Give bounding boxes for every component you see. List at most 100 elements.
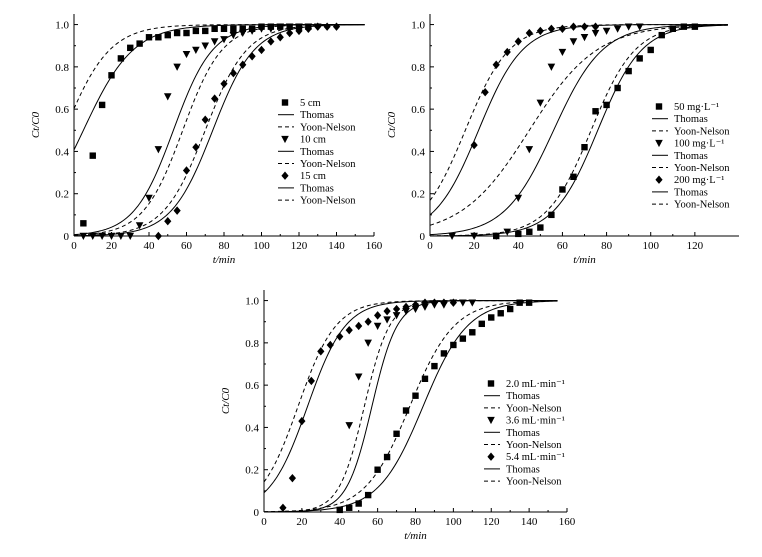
data-point-series-0 <box>559 186 566 193</box>
data-point-series-0 <box>220 25 228 32</box>
legend-marker <box>281 171 289 180</box>
data-point-series-2 <box>295 26 303 36</box>
data-point-series-0 <box>488 314 495 321</box>
data-point-series-2 <box>304 24 312 33</box>
data-point-series-0 <box>515 230 522 238</box>
data-point-series-0 <box>647 46 654 54</box>
legend-label-thomas: Thomas <box>674 114 708 125</box>
y-axis-title: Ct/C0 <box>386 111 398 138</box>
data-point-series-0 <box>526 228 533 235</box>
legend-label-yoon-nelson: Yoon-Nelson <box>506 477 562 488</box>
x-axis-title: t/min <box>404 530 427 542</box>
data-point-series-2 <box>392 304 401 314</box>
data-point-series-1 <box>229 31 238 40</box>
legend-label: 100 mg·L⁻¹ <box>674 139 724 150</box>
data-point-series-2 <box>173 206 181 215</box>
data-point-series-1 <box>392 312 401 320</box>
data-point-series-0 <box>614 84 621 92</box>
legend-label-thomas: Thomas <box>300 110 334 121</box>
legend-label-yoon-nelson: Yoon-Nelson <box>674 126 730 137</box>
legend-label: 3.6 mL·min⁻¹ <box>506 416 565 427</box>
data-point-series-1 <box>173 63 181 71</box>
data-point-series-0 <box>374 466 381 473</box>
x-tick-label: 140 <box>328 240 345 252</box>
data-point-series-0 <box>516 299 523 306</box>
data-point-series-0 <box>145 34 153 41</box>
data-point-series-2 <box>525 28 533 38</box>
data-point-series-1 <box>220 36 228 44</box>
data-point-series-0 <box>89 152 96 159</box>
yoon-nelson-fit-series-0 <box>264 300 558 512</box>
y-tick-label: 0 <box>420 231 426 243</box>
legend-label-thomas: Thomas <box>506 464 540 475</box>
x-tick-label: 80 <box>410 516 422 528</box>
x-tick-label: 40 <box>513 240 525 252</box>
data-point-series-2 <box>279 503 287 512</box>
data-point-series-2 <box>239 60 247 69</box>
data-point-series-2 <box>402 302 410 312</box>
legend: 2.0 mL·min⁻¹ Thomas Yoon-Nelson 3.6 mL·min⁻… <box>484 379 565 488</box>
yoon-nelson-fit-series-1 <box>74 24 365 236</box>
data-point-series-2 <box>192 143 200 152</box>
data-point-series-2 <box>421 298 429 307</box>
data-point-series-0 <box>355 500 362 507</box>
data-point-series-2 <box>336 332 344 341</box>
y-tick-label: 0.8 <box>55 62 69 74</box>
data-point-series-1 <box>267 25 275 33</box>
data-point-series-0 <box>164 31 171 39</box>
yoon-nelson-fit-series-2 <box>264 300 558 483</box>
data-point-series-2 <box>440 298 448 307</box>
data-point-series-2 <box>503 47 511 57</box>
data-point-series-1 <box>525 146 534 154</box>
y-tick-label: 0 <box>64 231 70 243</box>
data-point-series-2 <box>355 321 363 331</box>
legend-label-yoon-nelson: Yoon-Nelson <box>506 403 562 414</box>
legend-marker <box>655 103 663 110</box>
data-point-series-2 <box>492 60 500 69</box>
data-point-series-1 <box>345 422 354 430</box>
legend-label-yoon-nelson: Yoon-Nelson <box>300 122 356 133</box>
data-point-series-1 <box>285 23 294 31</box>
x-tick-label: 0 <box>261 516 267 528</box>
data-point-series-1 <box>257 25 266 33</box>
x-tick-label: 0 <box>427 240 433 252</box>
legend-label-yoon-nelson: Yoon-Nelson <box>300 196 356 207</box>
y-tick-label: 1.0 <box>411 20 425 32</box>
data-point-series-1 <box>448 232 456 240</box>
data-point-series-2 <box>220 79 228 88</box>
x-tick-label: 100 <box>445 516 462 528</box>
data-point-series-1 <box>514 194 523 202</box>
x-tick-label: 20 <box>296 516 308 528</box>
data-point-series-1 <box>558 48 567 57</box>
data-point-series-0 <box>440 350 448 357</box>
data-point-series-2 <box>558 24 567 33</box>
legend-marker <box>655 175 663 184</box>
x-tick-label: 120 <box>291 240 308 252</box>
data-point-series-2 <box>164 217 172 226</box>
thomas-fit-series-1 <box>430 24 728 236</box>
legend-label: 5.4 mL·min⁻¹ <box>506 452 565 463</box>
legend-label-yoon-nelson: Yoon-Nelson <box>300 159 356 170</box>
data-point-series-2 <box>248 52 256 61</box>
data-point-series-2 <box>314 22 322 31</box>
data-point-series-0 <box>117 55 125 62</box>
y-tick-label: 0.2 <box>411 189 425 201</box>
data-point-series-1 <box>126 232 135 240</box>
data-point-series-1 <box>135 222 144 230</box>
legend-label: 2.0 mL·min⁻¹ <box>506 379 565 390</box>
x-tick-label: 160 <box>366 240 383 252</box>
data-point-series-0 <box>570 173 577 180</box>
data-point-series-0 <box>393 430 400 437</box>
data-point-series-1 <box>192 46 200 54</box>
data-point-series-2 <box>536 26 544 36</box>
legend-label-thomas: Thomas <box>300 183 334 194</box>
data-point-series-0 <box>669 25 676 32</box>
data-point-series-1 <box>613 25 622 33</box>
data-point-series-2 <box>332 22 341 31</box>
legend-label-yoon-nelson: Yoon-Nelson <box>506 440 562 451</box>
data-point-series-1 <box>210 38 219 46</box>
data-point-series-2 <box>211 94 219 103</box>
data-point-series-2 <box>383 306 391 316</box>
